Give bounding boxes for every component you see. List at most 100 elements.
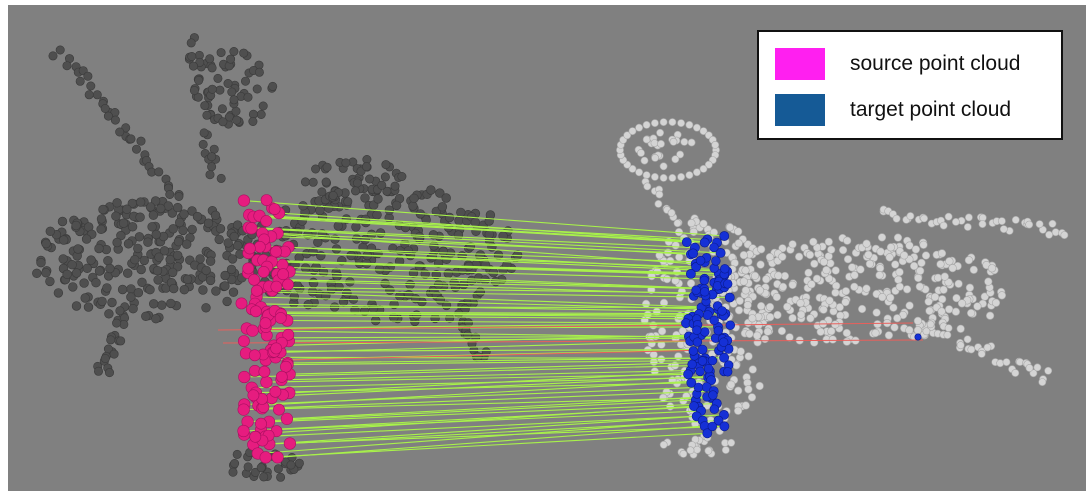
- inlier-correspondence-line: [274, 349, 703, 352]
- target-point: [964, 256, 974, 265]
- source-point: [351, 234, 362, 244]
- source-keypoint: [255, 417, 267, 430]
- source-point: [103, 111, 113, 121]
- source-point: [81, 234, 92, 244]
- source-point: [226, 54, 236, 64]
- inlier-correspondence-line: [249, 214, 708, 240]
- target-point: [842, 337, 852, 346]
- source-point: [232, 115, 242, 125]
- source-point: [217, 104, 227, 114]
- source-point: [248, 117, 258, 127]
- source-keypoint: [260, 215, 273, 227]
- inlier-correspondence-line: [248, 227, 695, 249]
- target-point: [741, 266, 750, 275]
- inlier-correspondence-line: [278, 312, 708, 316]
- source-keypoint: [280, 412, 294, 425]
- source-point: [456, 207, 466, 218]
- source-point: [333, 221, 343, 231]
- target-point: [945, 257, 954, 266]
- source-point: [210, 210, 221, 221]
- source-point: [321, 177, 331, 187]
- target-point: [969, 265, 978, 274]
- source-point: [241, 76, 251, 86]
- source-point: [62, 269, 72, 279]
- inlier-correspondence-line: [266, 311, 726, 315]
- source-point: [286, 460, 296, 470]
- source-point: [201, 265, 211, 276]
- target-point: [794, 252, 804, 261]
- source-point: [199, 128, 209, 138]
- target-point: [937, 307, 946, 316]
- source-point: [151, 229, 161, 240]
- point-cloud-viewport[interactable]: source point cloud target point cloud: [8, 5, 1086, 491]
- source-point: [139, 255, 150, 266]
- source-point: [380, 172, 390, 182]
- target-point: [659, 393, 668, 402]
- source-keypoint: [242, 262, 255, 275]
- target-point: [748, 314, 757, 323]
- target-point: [1025, 364, 1034, 372]
- source-point: [220, 270, 230, 281]
- source-point: [173, 237, 184, 247]
- target-point: [944, 212, 953, 221]
- inlier-correspondence-line: [257, 290, 706, 308]
- target-point: [807, 280, 816, 289]
- target-keypoint: [699, 237, 710, 248]
- target-keypoint: [703, 364, 714, 374]
- target-point: [788, 280, 797, 290]
- target-point: [939, 221, 948, 230]
- source-point: [276, 472, 286, 482]
- source-point: [351, 222, 361, 232]
- target-keypoint: [724, 292, 735, 303]
- source-point: [243, 462, 253, 472]
- source-point: [68, 282, 78, 292]
- target-point: [816, 327, 825, 336]
- target-point: [911, 245, 921, 254]
- source-point: [216, 173, 226, 183]
- source-point: [258, 101, 268, 111]
- target-point: [741, 286, 750, 295]
- source-point: [156, 203, 166, 214]
- target-point: [659, 298, 669, 308]
- target-point: [778, 244, 787, 253]
- target-point: [875, 264, 885, 273]
- target-point: [850, 282, 859, 291]
- source-point: [97, 296, 107, 307]
- inlier-correspondence-line: [243, 200, 725, 237]
- target-point: [940, 272, 949, 281]
- target-point: [876, 247, 885, 256]
- target-point: [783, 302, 792, 311]
- source-point: [198, 139, 208, 149]
- target-point: [666, 402, 675, 411]
- source-point: [83, 302, 94, 312]
- target-point: [669, 137, 678, 146]
- source-point: [313, 237, 323, 248]
- source-keypoint: [273, 403, 285, 416]
- target-point: [674, 352, 683, 361]
- source-point: [91, 278, 101, 288]
- inlier-correspondence-line: [271, 261, 725, 277]
- target-point: [796, 299, 805, 308]
- target-keypoint: [692, 337, 703, 347]
- target-point: [686, 446, 695, 455]
- source-point: [53, 288, 64, 298]
- source-point: [58, 254, 68, 264]
- source-point: [80, 293, 90, 303]
- source-point: [243, 92, 253, 102]
- legend-swatch-source: [775, 48, 825, 80]
- source-keypoint: [237, 335, 250, 347]
- target-point: [824, 237, 833, 246]
- target-point: [936, 260, 945, 269]
- target-point: [721, 446, 730, 454]
- target-keypoint: [722, 279, 733, 289]
- legend: source point cloud target point cloud: [757, 30, 1063, 140]
- target-point: [895, 282, 904, 291]
- target-keypoint: [695, 255, 706, 266]
- target-point: [659, 118, 668, 126]
- source-point: [96, 224, 106, 235]
- target-keypoint: [695, 366, 705, 377]
- target-keypoint: [691, 285, 701, 295]
- target-point: [886, 293, 895, 302]
- source-keypoint: [282, 328, 295, 341]
- target-point: [965, 283, 975, 292]
